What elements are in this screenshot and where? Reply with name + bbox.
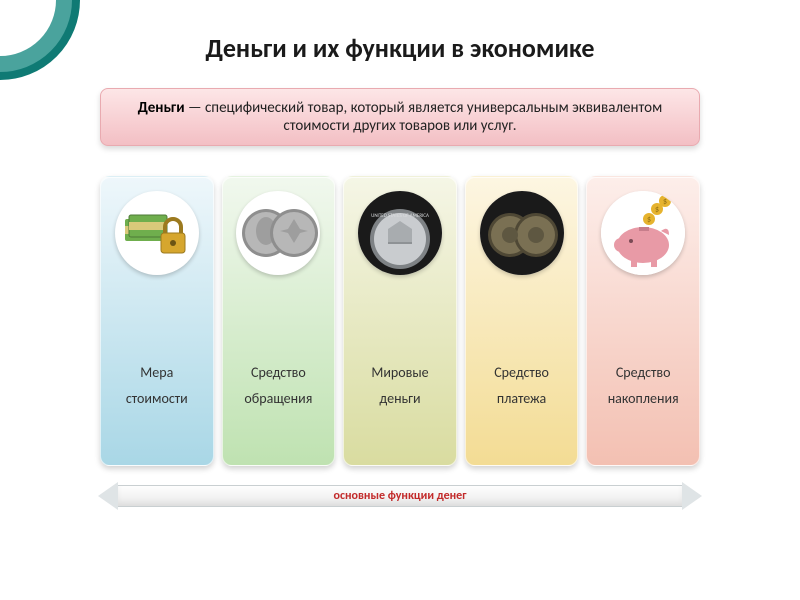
arrow-head-left-icon bbox=[98, 482, 118, 510]
card-label: Мера стоимости bbox=[126, 360, 188, 413]
arrow-head-right-icon bbox=[682, 482, 702, 510]
svg-text:$: $ bbox=[663, 197, 667, 207]
svg-text:$: $ bbox=[647, 215, 651, 225]
definition-term: Деньги bbox=[138, 99, 185, 117]
arrow-bar: основные функции денег bbox=[98, 482, 702, 510]
card-measure-of-value: Мера стоимости bbox=[100, 176, 214, 466]
svg-text:UNITED STATES OF AMERICA: UNITED STATES OF AMERICA bbox=[371, 213, 429, 219]
card-label: Средство платежа bbox=[494, 360, 549, 413]
card-store-of-value: $ $ $ Средство накопления bbox=[586, 176, 700, 466]
card-world-money: UNITED STATES OF AMERICA Мировые деньги bbox=[343, 176, 457, 466]
svg-text:$: $ bbox=[655, 205, 659, 215]
old-coins-icon bbox=[480, 191, 564, 275]
silver-coins-icon bbox=[236, 191, 320, 275]
definition-box: Деньги — специфический товар, который яв… bbox=[100, 88, 700, 146]
function-cards: Мера стоимости Средство обращения bbox=[100, 176, 700, 466]
card-medium-of-exchange: Средство обращения bbox=[222, 176, 336, 466]
card-label: Средство накопления bbox=[608, 360, 679, 413]
arrow-label: основные функции денег bbox=[118, 485, 682, 507]
piggy-bank-icon: $ $ $ bbox=[601, 191, 685, 275]
card-label: Мировые деньги bbox=[371, 360, 428, 413]
definition-text: — специфический товар, который является … bbox=[185, 99, 663, 135]
card-label: Средство обращения bbox=[244, 360, 312, 413]
money-lock-icon bbox=[115, 191, 199, 275]
us-coin-icon: UNITED STATES OF AMERICA bbox=[358, 191, 442, 275]
card-means-of-payment: Средство платежа bbox=[465, 176, 579, 466]
page-title: Деньги и их функции в экономике bbox=[0, 32, 800, 64]
